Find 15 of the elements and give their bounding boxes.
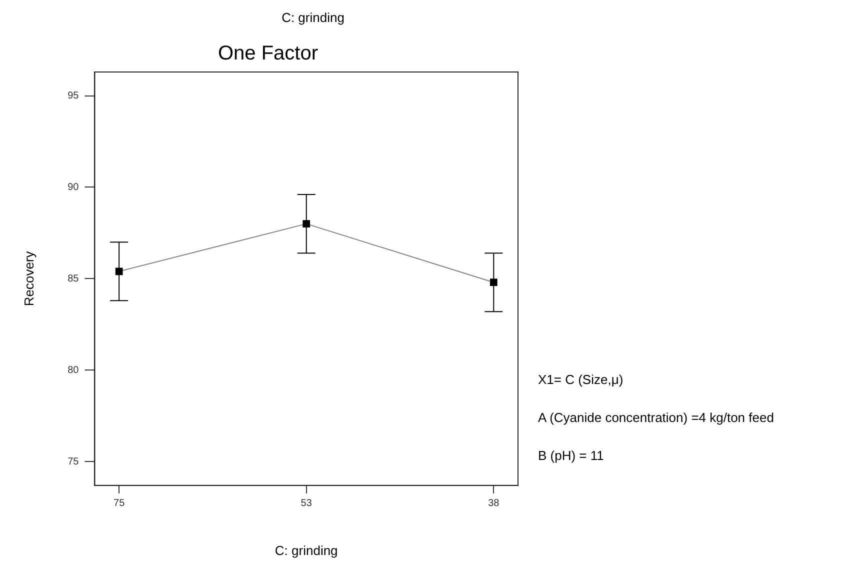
x-tick-label: 75	[114, 498, 126, 510]
text: X1= C (Size,μ)	[538, 371, 624, 389]
chart-title: One Factor	[218, 42, 318, 65]
y-tick-label: 85	[68, 273, 80, 284]
text: C: grinding	[280, 10, 346, 25]
y-axis-title: Recovery	[21, 250, 36, 306]
y-tick-label: 80	[68, 364, 80, 376]
x-axis-title: C: grinding	[274, 542, 338, 558]
y-tick-label: 90	[68, 182, 80, 193]
x-tick-label: 53	[300, 498, 312, 510]
text: B (pH) = 11	[538, 447, 605, 465]
y-tick-label: 75	[68, 456, 80, 468]
y-tick-label: 95	[68, 90, 80, 102]
text: A (Cyanide concentration) =4 kg/ton feed	[538, 409, 775, 427]
x-tick-label: 38	[488, 498, 500, 510]
